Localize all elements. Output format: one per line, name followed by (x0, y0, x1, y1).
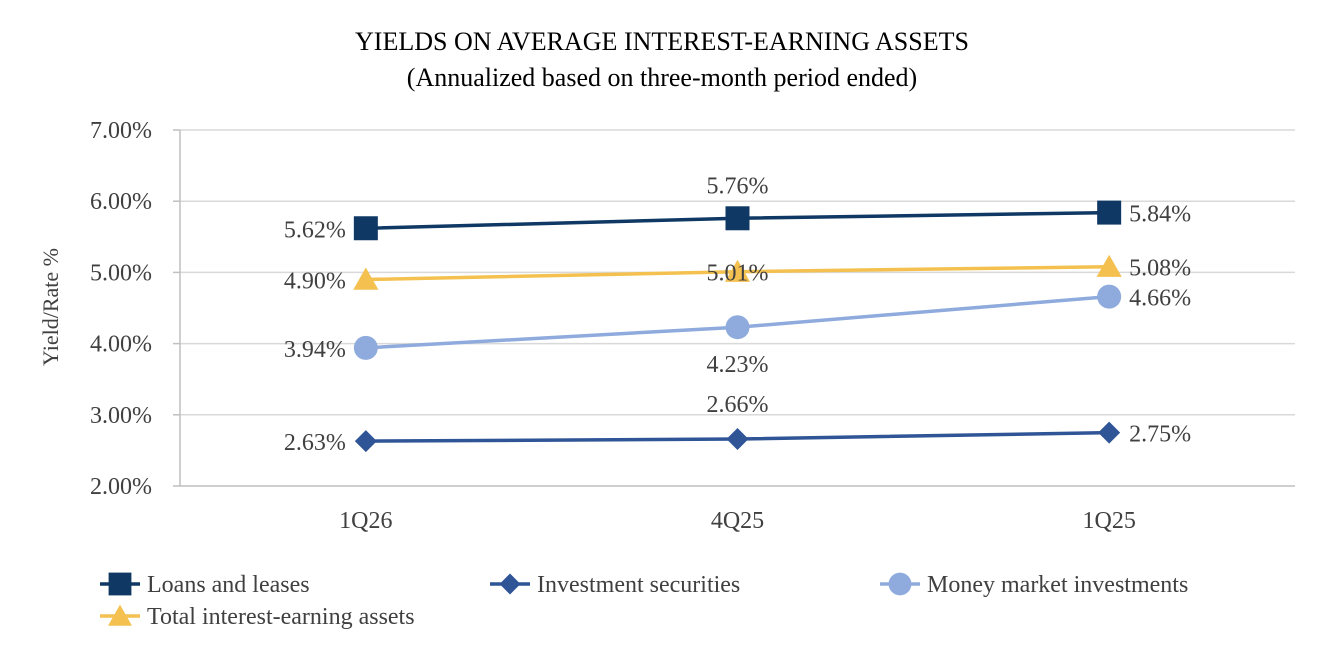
y-tick-label: 3.00% (90, 403, 152, 429)
data-label-loans-and-leases: 5.62% (284, 217, 346, 243)
legend-item-investment-securities: Investment securities (490, 572, 740, 598)
y-tick-label: 6.00% (90, 189, 152, 215)
legend-swatch-marker (108, 604, 132, 626)
data-label-total-interest-earning-assets: 5.08% (1129, 256, 1191, 282)
marker-money-market-investments (725, 315, 750, 340)
y-tick-label: 2.00% (90, 474, 152, 500)
legend-label: Money market investments (927, 572, 1188, 598)
data-label-investment-securities: 2.63% (284, 430, 346, 456)
legend-label: Loans and leases (147, 572, 310, 598)
x-category-labels: 1Q26 4Q25 1Q25 (339, 508, 1136, 534)
y-tick-labels: 2.00% 3.00% 4.00% 5.00% 6.00% 7.00% (90, 118, 152, 500)
data-label-loans-and-leases: 5.76% (707, 173, 769, 199)
data-label-money-market-investments: 3.94% (284, 337, 346, 363)
data-label-money-market-investments: 4.66% (1129, 286, 1191, 312)
marker-investment-securities (354, 430, 377, 453)
data-label-money-market-investments: 4.23% (707, 352, 769, 378)
marker-investment-securities (1098, 421, 1121, 444)
data-label-loans-and-leases: 5.84% (1129, 202, 1191, 228)
data-label-total-interest-earning-assets: 4.90% (284, 269, 346, 295)
legend-item-total-interest-earning-assets: Total interest-earning assets (100, 604, 415, 630)
y-axis-label: Yield/Rate % (38, 248, 63, 366)
data-label-total-interest-earning-assets: 5.01% (707, 261, 769, 287)
series-markers (353, 200, 1122, 453)
data-label-investment-securities: 2.75% (1129, 422, 1191, 448)
legend: Loans and leases Investment securities Mon… (100, 572, 1188, 630)
y-tick-label: 7.00% (90, 118, 152, 144)
marker-loans-and-leases (1097, 200, 1122, 225)
x-category-label: 1Q25 (1082, 508, 1135, 534)
marker-investment-securities (726, 428, 749, 451)
legend-swatch-marker (888, 572, 912, 596)
marker-money-market-investments (1097, 284, 1122, 309)
chart-title: YIELDS ON AVERAGE INTEREST-EARNING ASSET… (355, 27, 969, 56)
legend-item-loans-and-leases: Loans and leases (100, 572, 310, 598)
marker-loans-and-leases (725, 206, 750, 231)
data-label-investment-securities: 2.66% (707, 392, 769, 418)
x-category-label: 1Q26 (339, 508, 392, 534)
marker-total-interest-earning-assets (724, 259, 751, 282)
y-tick-label: 5.00% (90, 260, 152, 286)
marker-total-interest-earning-assets (1096, 254, 1122, 277)
data-labels: 5.62% 5.76% 5.84% 2.63% 2.66% 2.75% 3.94% 4.23%… (284, 173, 1191, 456)
y-tick-label: 4.00% (90, 332, 152, 358)
legend-label: Total interest-earning assets (147, 604, 415, 630)
legend-label: Investment securities (537, 572, 740, 598)
chart-subtitle: (Annualized based on three-month period … (407, 63, 917, 92)
x-category-label: 4Q25 (711, 508, 764, 534)
legend-item-money-market-investments: Money market investments (880, 572, 1188, 598)
marker-money-market-investments (353, 335, 378, 360)
marker-loans-and-leases (353, 216, 378, 241)
legend-swatch-marker (108, 572, 132, 596)
marker-total-interest-earning-assets (353, 267, 379, 290)
legend-swatch-marker (499, 573, 521, 595)
